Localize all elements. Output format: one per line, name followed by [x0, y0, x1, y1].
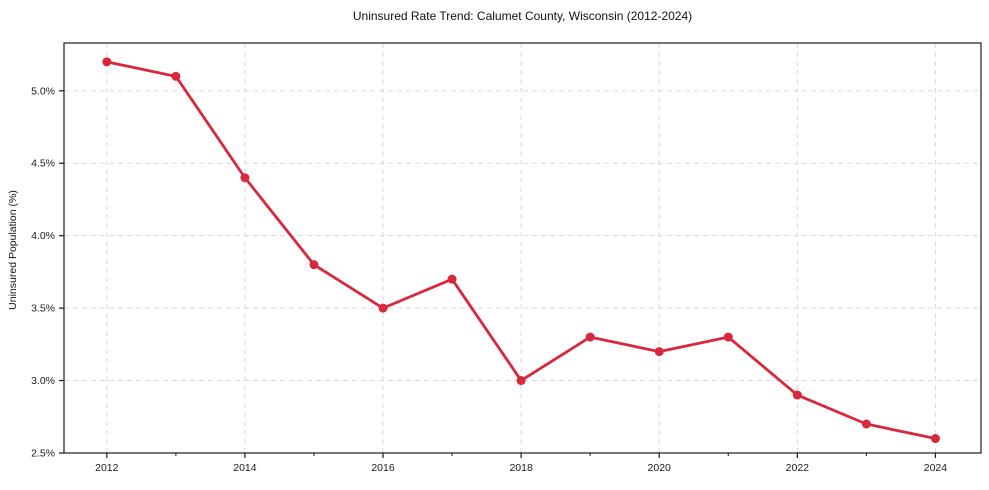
x-tick-label: 2012: [95, 462, 119, 474]
x-tick-label: 2022: [786, 462, 810, 474]
data-point-marker: [930, 434, 940, 444]
y-tick-label: 4.5%: [31, 158, 55, 170]
data-point-marker: [792, 390, 802, 400]
x-tick-label: 2020: [648, 462, 672, 474]
data-point-marker: [309, 260, 319, 270]
data-point-marker: [654, 347, 664, 357]
x-tick-label: 2016: [371, 462, 395, 474]
y-tick-label: 4.0%: [31, 230, 55, 242]
data-point-marker: [723, 332, 733, 342]
chart-title: Uninsured Rate Trend: Calumet County, Wi…: [352, 9, 693, 23]
data-point-marker: [447, 274, 457, 284]
data-point-marker: [102, 57, 112, 67]
x-tick-label: 2018: [509, 462, 533, 474]
plot-frame: [63, 42, 982, 454]
x-tick-label: 2014: [233, 462, 257, 474]
x-tick-label: 2024: [924, 462, 948, 474]
data-point-marker: [378, 303, 388, 313]
data-point-marker: [585, 332, 595, 342]
y-tick-label: 2.5%: [31, 448, 55, 460]
data-point-marker: [516, 376, 526, 386]
data-point-marker: [171, 71, 181, 81]
y-tick-label: 3.0%: [31, 375, 55, 387]
data-point-marker: [861, 419, 871, 429]
y-tick-label: 5.0%: [31, 85, 55, 97]
y-tick-label: 3.5%: [31, 303, 55, 315]
data-point-marker: [240, 173, 250, 183]
